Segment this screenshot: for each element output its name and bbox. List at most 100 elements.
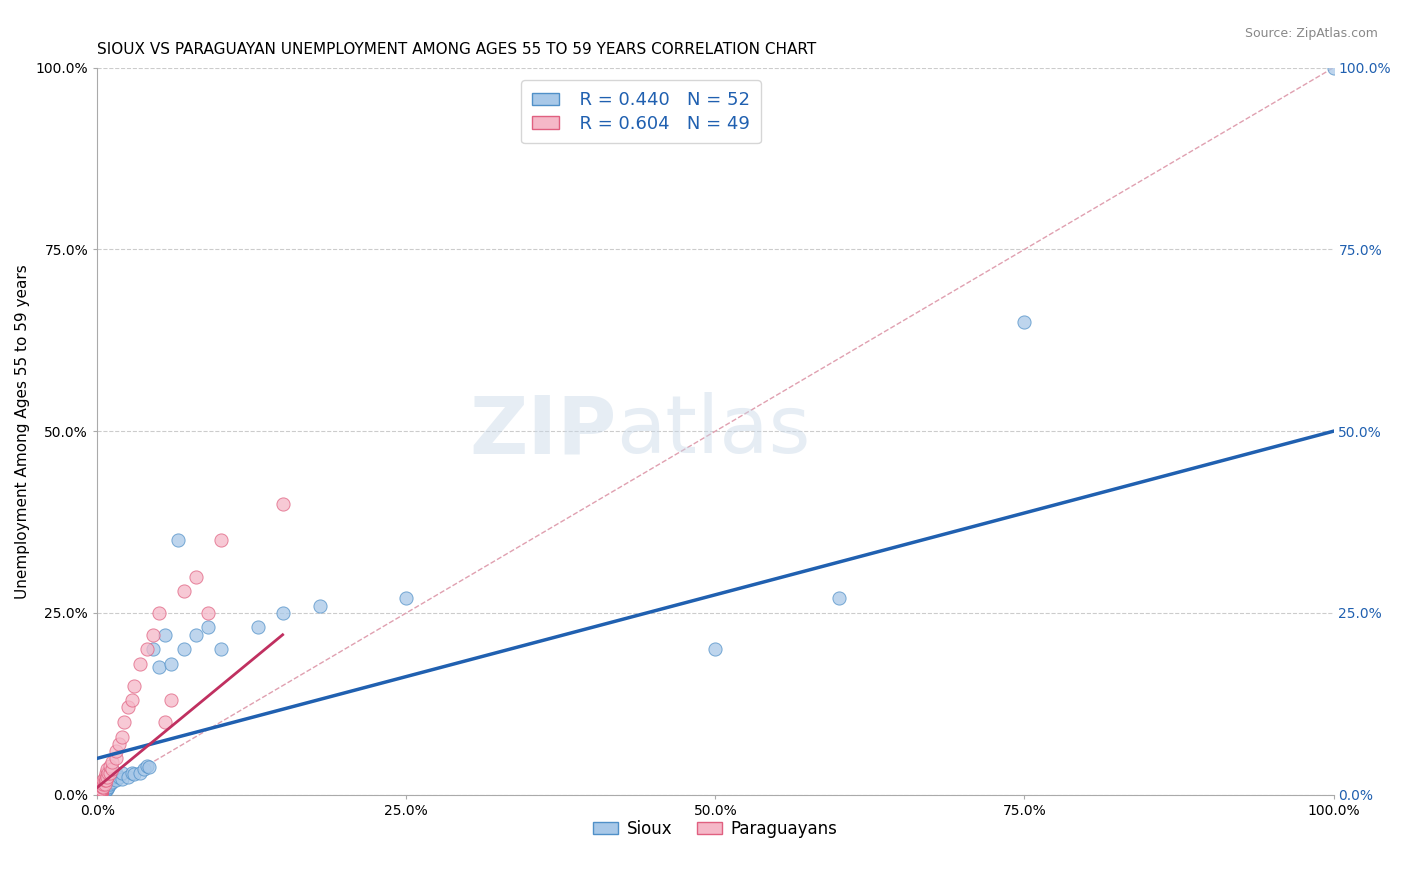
Point <box>93 770 115 784</box>
Point <box>96 770 118 784</box>
Point <box>108 737 131 751</box>
Point <box>155 714 177 729</box>
Point <box>94 765 117 780</box>
Point <box>101 755 124 769</box>
Point <box>246 620 269 634</box>
Point <box>134 762 156 776</box>
Point <box>97 780 120 795</box>
Point <box>160 693 183 707</box>
Point <box>91 779 114 793</box>
Point <box>89 786 111 800</box>
Point <box>97 765 120 780</box>
Point <box>93 784 115 798</box>
Point <box>142 642 165 657</box>
Point <box>160 657 183 671</box>
Point <box>91 777 114 791</box>
Point <box>93 782 115 797</box>
Point <box>93 777 115 791</box>
Point <box>90 785 112 799</box>
Point <box>209 533 232 548</box>
Point <box>98 777 121 791</box>
Point <box>197 620 219 634</box>
Point <box>96 779 118 793</box>
Point <box>90 786 112 800</box>
Point <box>395 591 418 606</box>
Point <box>104 744 127 758</box>
Point <box>129 765 152 780</box>
Point <box>90 785 112 799</box>
Point <box>173 584 195 599</box>
Point <box>117 770 139 784</box>
Point <box>1322 61 1344 75</box>
Point <box>93 780 115 795</box>
Point <box>101 762 124 776</box>
Legend: Sioux, Paraguayans: Sioux, Paraguayans <box>586 814 844 845</box>
Text: Source: ZipAtlas.com: Source: ZipAtlas.com <box>1244 27 1378 40</box>
Point <box>90 785 112 799</box>
Point <box>828 591 851 606</box>
Point <box>112 714 135 729</box>
Point <box>209 642 232 657</box>
Point <box>93 784 115 798</box>
Text: atlas: atlas <box>616 392 811 470</box>
Point <box>155 628 177 642</box>
Point <box>90 785 112 799</box>
Point <box>90 783 112 797</box>
Point <box>90 786 112 800</box>
Point <box>90 785 112 799</box>
Point <box>124 767 146 781</box>
Point <box>111 772 134 786</box>
Point <box>89 785 111 799</box>
Point <box>117 700 139 714</box>
Text: ZIP: ZIP <box>470 392 616 470</box>
Point <box>94 780 117 795</box>
Point <box>97 777 120 791</box>
Point <box>271 606 294 620</box>
Point <box>94 783 117 797</box>
Point <box>90 781 112 796</box>
Point <box>98 765 121 780</box>
Point <box>148 660 170 674</box>
Point <box>104 773 127 788</box>
Point <box>93 773 115 788</box>
Point <box>90 786 112 800</box>
Point <box>96 781 118 796</box>
Point <box>93 783 115 797</box>
Point <box>98 773 121 788</box>
Point <box>89 786 111 800</box>
Point <box>91 780 114 795</box>
Point <box>184 569 207 583</box>
Point <box>704 642 727 657</box>
Point <box>111 730 134 744</box>
Point <box>93 781 115 796</box>
Y-axis label: Unemployment Among Ages 55 to 59 years: Unemployment Among Ages 55 to 59 years <box>15 264 30 599</box>
Point <box>1014 315 1036 329</box>
Point <box>104 751 127 765</box>
Point <box>135 758 157 772</box>
Point <box>108 770 131 784</box>
Point <box>94 773 117 788</box>
Point <box>90 784 112 798</box>
Point <box>111 765 134 780</box>
Point <box>96 780 118 795</box>
Point <box>197 606 219 620</box>
Point <box>121 693 143 707</box>
Point <box>96 762 118 776</box>
Point <box>91 784 114 798</box>
Text: SIOUX VS PARAGUAYAN UNEMPLOYMENT AMONG AGES 55 TO 59 YEARS CORRELATION CHART: SIOUX VS PARAGUAYAN UNEMPLOYMENT AMONG A… <box>97 42 817 57</box>
Point <box>93 777 115 791</box>
Point <box>90 785 112 799</box>
Point <box>121 765 143 780</box>
Point <box>101 774 124 789</box>
Point <box>184 628 207 642</box>
Point <box>93 773 115 788</box>
Point <box>90 782 112 797</box>
Point <box>124 679 146 693</box>
Point <box>129 657 152 671</box>
Point <box>98 758 121 772</box>
Point <box>94 781 117 796</box>
Point <box>142 628 165 642</box>
Point <box>90 785 112 799</box>
Point <box>173 642 195 657</box>
Point <box>166 533 188 548</box>
